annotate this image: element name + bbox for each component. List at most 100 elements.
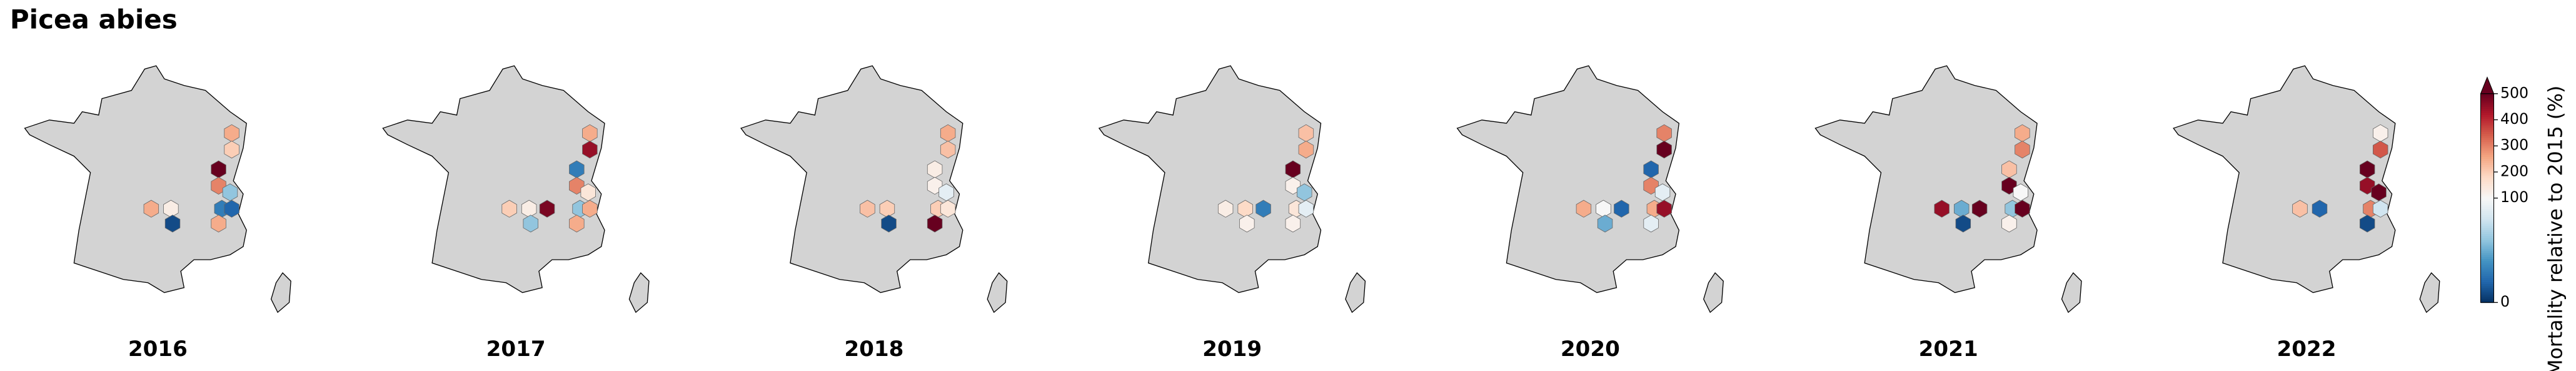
- colorbar-segment: [2480, 231, 2494, 235]
- colorbar-segment: [2480, 294, 2494, 297]
- colorbar-segment: [2480, 240, 2494, 243]
- colorbar-segment: [2480, 102, 2494, 105]
- colorbar-segment: [2480, 150, 2494, 153]
- hex-cell: [1239, 215, 1255, 233]
- hex-cell: [2359, 215, 2375, 233]
- hex-cell: [569, 215, 585, 233]
- colorbar-segment: [2480, 168, 2494, 172]
- hex-cell: [2372, 200, 2388, 218]
- france-outline: [1099, 65, 1366, 313]
- colorbar-segment: [2480, 118, 2494, 121]
- colorbar-segment: [2480, 263, 2494, 266]
- colorbar-segment: [2480, 216, 2494, 220]
- colorbar-segment: [2480, 177, 2494, 180]
- hex-cell: [1934, 200, 1950, 218]
- colorbar-segment: [2480, 233, 2494, 236]
- colorbar-segment: [2480, 221, 2494, 224]
- colorbar-segment: [2480, 104, 2494, 107]
- panel-year: 2022: [2277, 337, 2336, 362]
- colorbar-segment: [2480, 290, 2494, 293]
- hex-cell: [211, 215, 226, 233]
- colorbar-segment: [2480, 210, 2494, 213]
- colorbar-segment: [2480, 162, 2494, 165]
- colorbar-segment: [2480, 273, 2494, 276]
- hex-cell: [224, 140, 239, 159]
- panel-year: 2017: [486, 337, 546, 362]
- map-panel: 2018: [740, 65, 1008, 362]
- colorbar-segment: [2480, 198, 2494, 201]
- panel-year: 2018: [844, 337, 903, 362]
- hex-cell: [1597, 215, 1613, 233]
- map-panel: 2016: [24, 65, 291, 362]
- colorbar-tick-label: 500: [2500, 84, 2528, 101]
- hex-cell: [2371, 183, 2387, 201]
- colorbar-segment: [2480, 123, 2494, 126]
- colorbar-segment: [2480, 229, 2494, 232]
- hex-cell: [2015, 200, 2030, 218]
- colorbar-segment: [2480, 227, 2494, 230]
- hex-cell: [2372, 140, 2388, 159]
- hex-cell: [1576, 200, 1592, 218]
- panel-year: 2021: [1919, 337, 1978, 362]
- hex-cell: [222, 183, 238, 201]
- colorbar-segment: [2480, 250, 2494, 253]
- map-panel: 2022: [2173, 65, 2440, 362]
- colorbar-segment: [2480, 200, 2494, 203]
- colorbar-tick-label: 0: [2500, 293, 2510, 310]
- colorbar-segment: [2480, 110, 2494, 113]
- colorbar-segment: [2480, 285, 2494, 288]
- panel-year: 2019: [1202, 337, 1262, 362]
- colorbar-segment: [2480, 98, 2494, 101]
- colorbar-segment: [2480, 252, 2494, 255]
- hex-cell: [860, 200, 875, 218]
- hex-cell: [523, 215, 538, 233]
- colorbar-segment: [2480, 296, 2494, 299]
- colorbar-segment: [2480, 131, 2494, 134]
- colorbar-segment: [2480, 96, 2494, 99]
- hex-cell: [1298, 140, 1314, 159]
- hex-cell: [2292, 200, 2308, 218]
- colorbar-segment: [2480, 267, 2494, 270]
- hex-cell: [1217, 200, 1234, 218]
- colorbar-segment: [2480, 218, 2494, 222]
- colorbar-segment: [2480, 127, 2494, 130]
- hex-cell: [164, 215, 181, 233]
- france-outline: [382, 65, 650, 313]
- colorbar-segment: [2480, 241, 2494, 245]
- colorbar-segment: [2480, 292, 2494, 295]
- hex-cell: [2001, 215, 2017, 233]
- france-outline: [1814, 65, 2082, 313]
- hex-cell: [143, 200, 159, 218]
- colorbar-segment: [2480, 275, 2494, 278]
- colorbar-segment: [2480, 190, 2494, 193]
- colorbar-segment: [2480, 179, 2494, 182]
- colorbar-segment: [2480, 283, 2494, 287]
- colorbar-extend: [2480, 76, 2495, 94]
- colorbar-segment: [2480, 154, 2494, 157]
- colorbar-segment: [2480, 300, 2494, 303]
- colorbar-segment: [2480, 135, 2494, 138]
- hex-cell: [211, 176, 226, 195]
- colorbar-segment: [2480, 165, 2494, 168]
- colorbar-label: Mortality relative to 2015 (%): [2544, 86, 2567, 371]
- colorbar-segment: [2480, 246, 2494, 249]
- hex-cell: [927, 176, 943, 195]
- colorbar-segment: [2480, 288, 2494, 291]
- hex-cell: [539, 200, 555, 218]
- hex-cell: [582, 140, 598, 159]
- hex-cell: [1255, 200, 1271, 218]
- colorbar-segment: [2480, 133, 2494, 136]
- hex-cell: [1654, 183, 1671, 201]
- colorbar-segment: [2480, 223, 2494, 226]
- colorbar-segment: [2480, 183, 2494, 186]
- panel-year: 2016: [128, 337, 188, 362]
- panel-year: 2020: [1561, 337, 1620, 362]
- colorbar-segment: [2480, 265, 2494, 268]
- colorbar-segment: [2480, 106, 2494, 109]
- hex-cell: [1656, 140, 1672, 159]
- colorbar-segment: [2480, 191, 2494, 195]
- map-panel: 2019: [1099, 65, 1366, 362]
- colorbar-segment: [2480, 156, 2494, 159]
- colorbar-segment: [2480, 99, 2494, 103]
